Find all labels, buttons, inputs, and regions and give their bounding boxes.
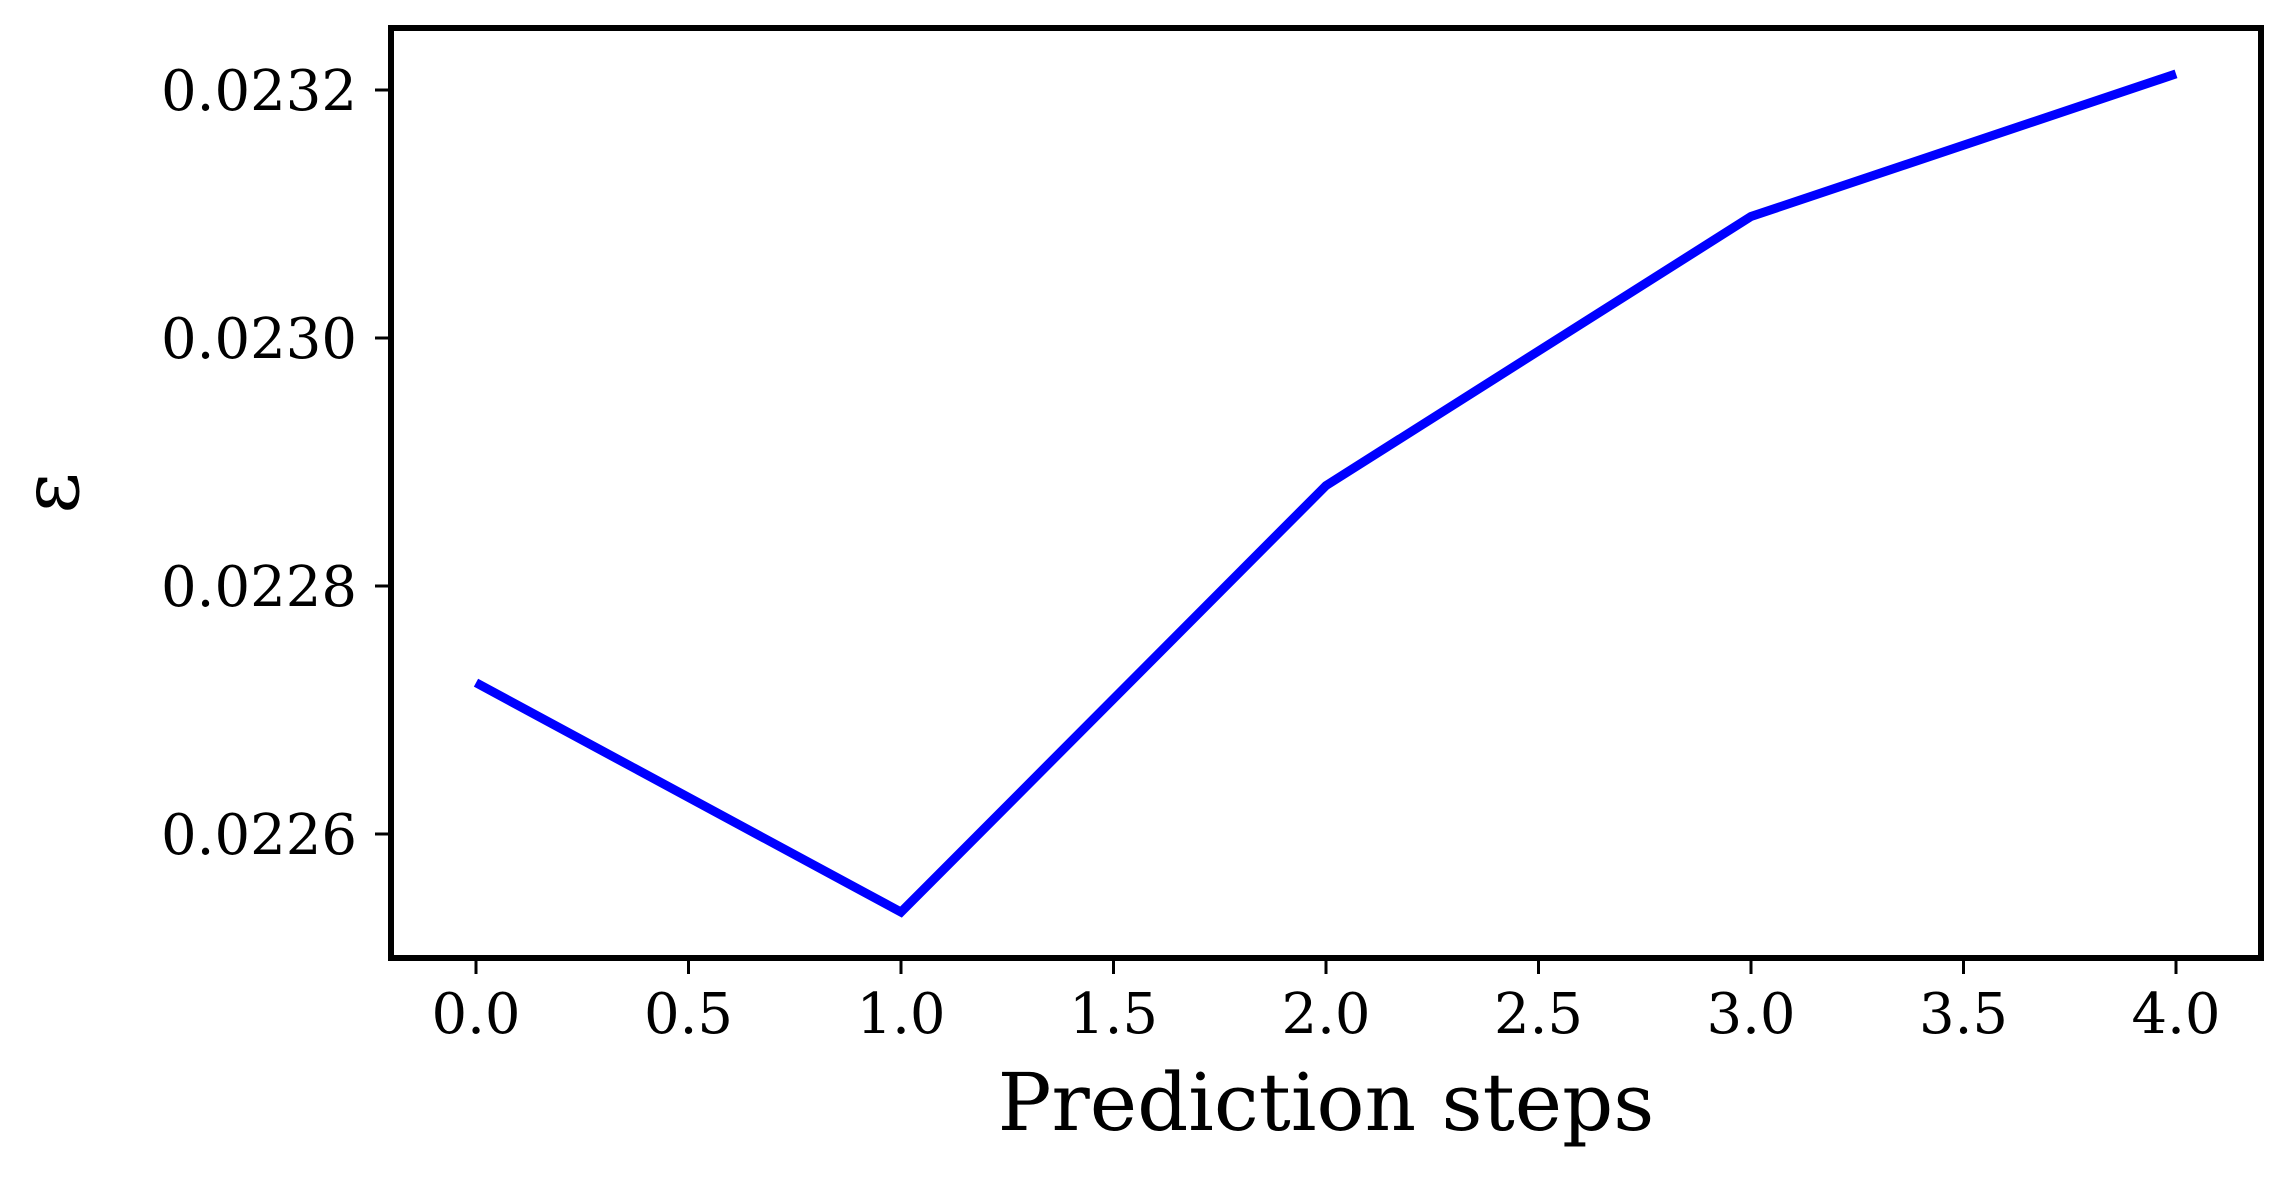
x-axis-title: Prediction steps (998, 1056, 1655, 1149)
plot-frame (388, 25, 2264, 961)
x-tick-label: 2.5 (1494, 982, 1583, 1047)
x-tick-label: 1.5 (1069, 982, 1158, 1047)
x-tick-label: 0.5 (644, 982, 733, 1047)
x-tick-label: 1.0 (856, 982, 945, 1047)
x-tick-label: 0.0 (431, 982, 520, 1047)
y-axis-title: ε (4, 472, 97, 513)
y-axis-ticks: 0.0226 0.0228 0.0230 0.0232 (161, 59, 391, 868)
x-tick-label: 3.0 (1706, 982, 1795, 1047)
x-tick-label: 4.0 (2131, 982, 2220, 1047)
x-tick-label: 2.0 (1281, 982, 1370, 1047)
series-line-0 (473, 69, 2178, 918)
y-tick-label: 0.0226 (161, 803, 357, 868)
y-tick-label: 0.0230 (161, 307, 357, 372)
x-axis-ticks: 0.0 0.5 1.0 1.5 2.0 2.5 3.0 3.5 4.0 (431, 958, 2221, 1047)
x-tick-label: 3.5 (1919, 982, 2008, 1047)
y-tick-label: 0.0228 (161, 555, 357, 620)
y-tick-label: 0.0232 (161, 59, 357, 124)
series-layer (473, 69, 2178, 918)
